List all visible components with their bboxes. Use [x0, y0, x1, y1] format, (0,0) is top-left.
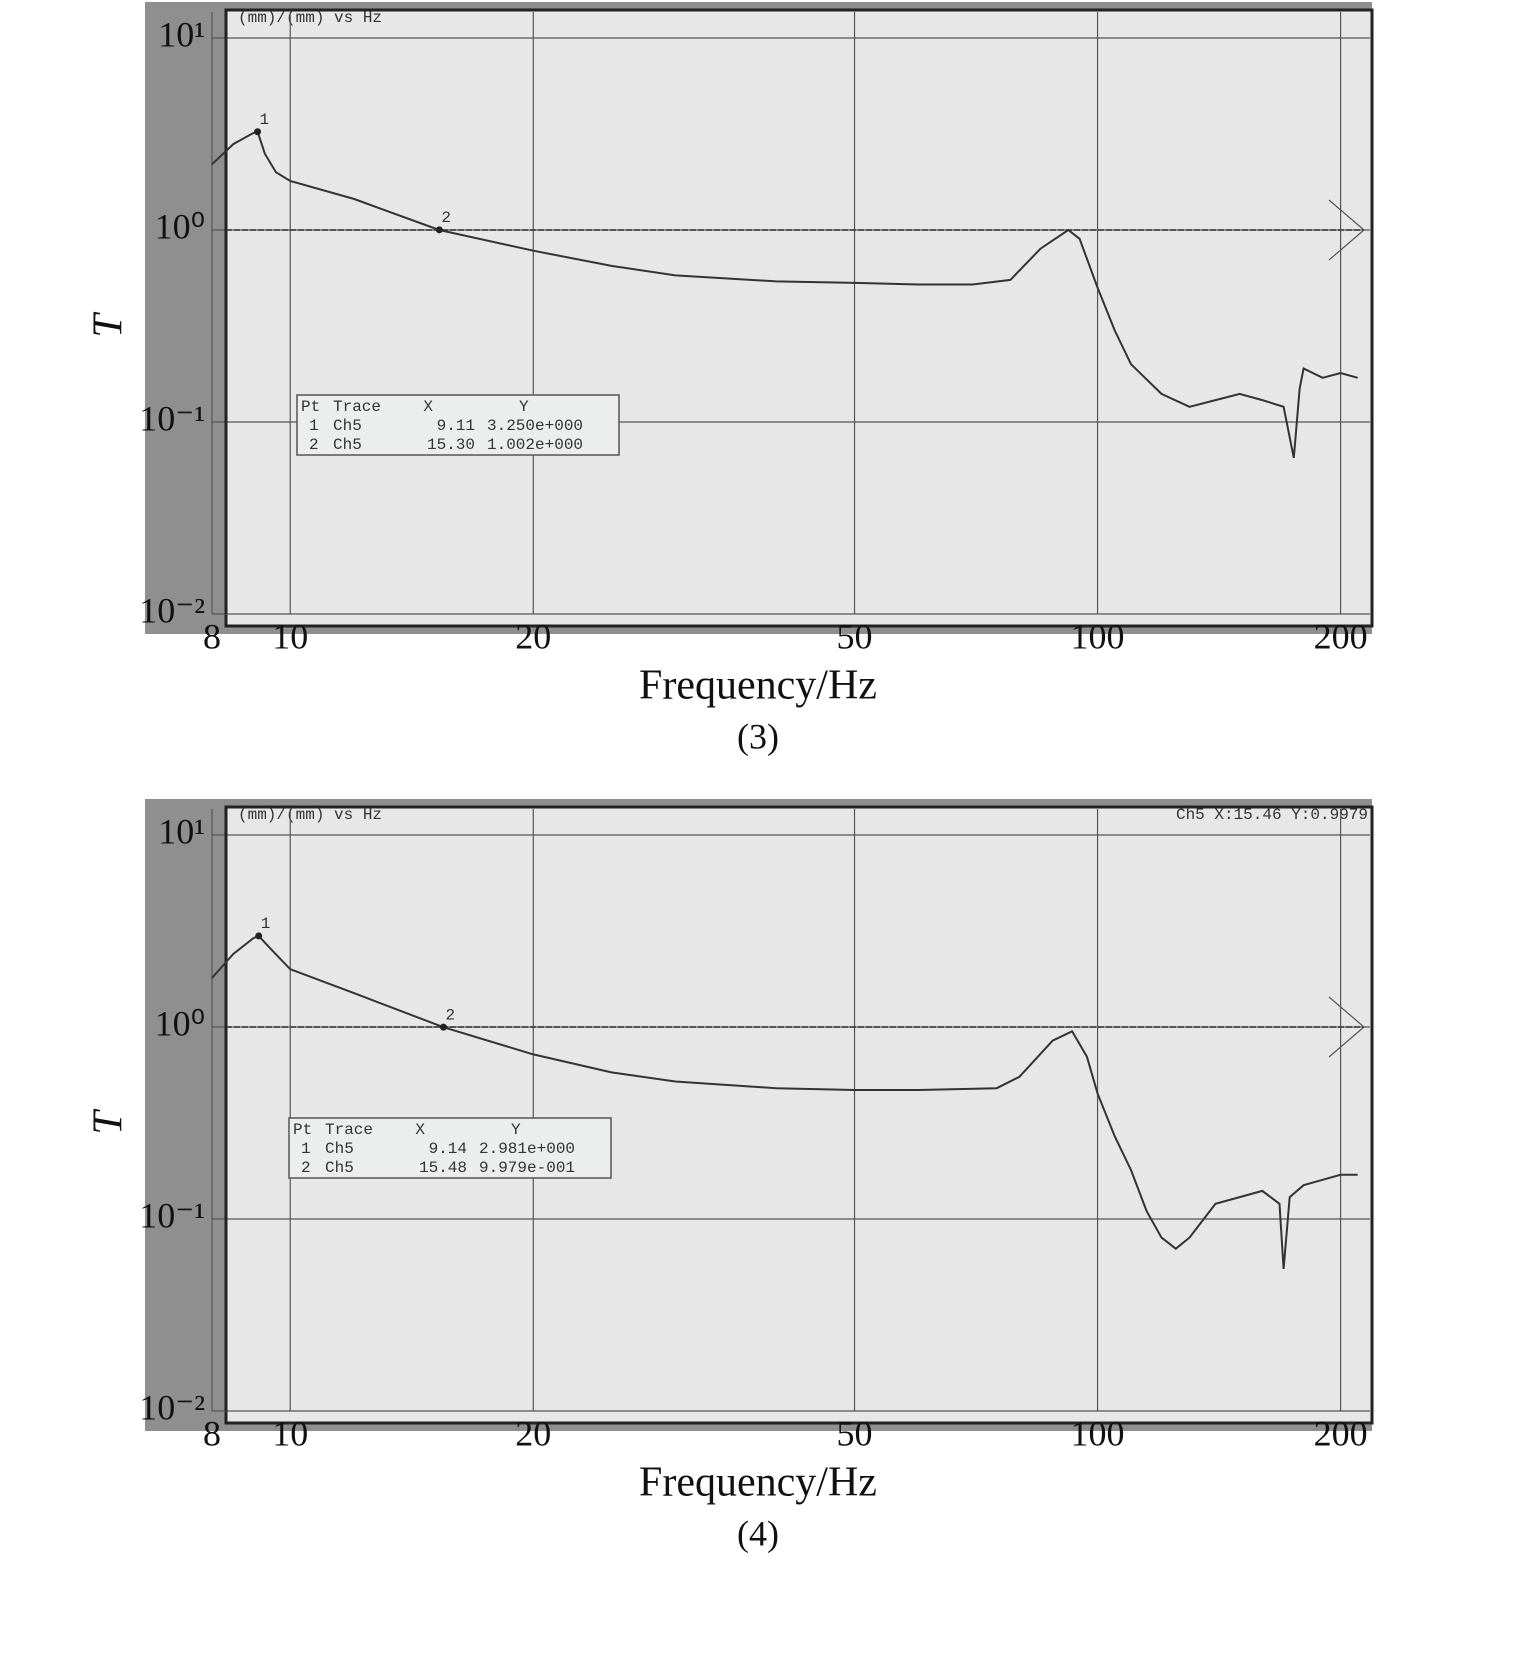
x-tick-label: 200: [1314, 1413, 1368, 1453]
caption: (3): [737, 716, 779, 756]
table-header: X: [423, 398, 433, 416]
marker-table: [296, 394, 620, 456]
table-cell: 3.250e+000: [487, 417, 583, 435]
screen: [224, 805, 1374, 1425]
marker: [255, 932, 263, 940]
x-axis-label: Frequency/Hz: [639, 663, 877, 709]
table-header: Trace: [333, 398, 381, 416]
table-cell: 2.981e+000: [479, 1140, 575, 1158]
x-tick-label: 10: [272, 616, 308, 656]
table-cell: 1.002e+000: [487, 436, 583, 454]
table-cell: Ch5: [333, 417, 362, 435]
y-tick-label: 10⁻²: [139, 1387, 205, 1427]
x-tick-label: 10: [272, 1413, 308, 1453]
marker-label: 1: [260, 111, 270, 129]
x-tick-label: 20: [515, 616, 551, 656]
table-header: Y: [511, 1121, 521, 1139]
table-cell: 9.11: [437, 417, 475, 435]
line: [211, 934, 1358, 1269]
table-cell: 9.14: [429, 1140, 467, 1158]
x-tick-label: 100: [1071, 616, 1125, 656]
y-tick-label: 10¹: [158, 811, 205, 851]
marker-label: 2: [441, 209, 451, 227]
table-cell: 15.30: [427, 436, 475, 454]
reference-arrow: [1328, 199, 1365, 261]
x-tick-label: 200: [1314, 616, 1368, 656]
marker-label: 2: [445, 1006, 455, 1024]
y-tick-label: 10⁻¹: [139, 398, 205, 438]
marker-label: 1: [261, 915, 271, 933]
table-header: Pt: [293, 1121, 312, 1139]
x-tick-label: 50: [837, 616, 873, 656]
table-cell: 2: [309, 436, 319, 454]
x-tick-label: 50: [837, 1413, 873, 1453]
y-tick-label: 10⁰: [155, 1003, 205, 1043]
y-axis-label: T: [86, 312, 132, 338]
screen-title: (mm)/(mm) vs Hz: [238, 9, 382, 27]
screen: [224, 8, 1374, 628]
table-cell: 1: [301, 1140, 311, 1158]
marker: [439, 1023, 447, 1031]
table-cell: 9.979e-001: [479, 1159, 575, 1177]
table-header: X: [415, 1121, 425, 1139]
marker: [254, 128, 262, 136]
x-tick-label: 8: [203, 1413, 221, 1453]
x-tick-label: 8: [203, 616, 221, 656]
y-tick-label: 10⁰: [155, 206, 205, 246]
line: [211, 130, 1358, 459]
marker: [435, 226, 443, 234]
table-header: Y: [519, 398, 529, 416]
reference-arrow: [1328, 996, 1365, 1058]
y-tick-label: 10⁻²: [139, 590, 205, 630]
table-cell: 15.48: [419, 1159, 467, 1177]
y-tick-label: 10¹: [158, 14, 205, 54]
x-axis-label: Frequency/Hz: [639, 1460, 877, 1506]
table-cell: Ch5: [325, 1140, 354, 1158]
table-cell: Ch5: [325, 1159, 354, 1177]
table-cell: Ch5: [333, 436, 362, 454]
y-tick-label: 10⁻¹: [139, 1195, 205, 1235]
caption: (4): [737, 1513, 779, 1553]
screen-readout: Ch5 X:15.46 Y:0.9979: [1176, 806, 1368, 824]
marker-table: [288, 1117, 612, 1179]
table-cell: 1: [309, 417, 319, 435]
table-cell: 2: [301, 1159, 311, 1177]
table-header: Trace: [325, 1121, 373, 1139]
table-header: Pt: [301, 398, 320, 416]
x-tick-label: 20: [515, 1413, 551, 1453]
x-tick-label: 100: [1071, 1413, 1125, 1453]
screen-title: (mm)/(mm) vs Hz: [238, 806, 382, 824]
y-axis-label: T: [86, 1109, 132, 1135]
